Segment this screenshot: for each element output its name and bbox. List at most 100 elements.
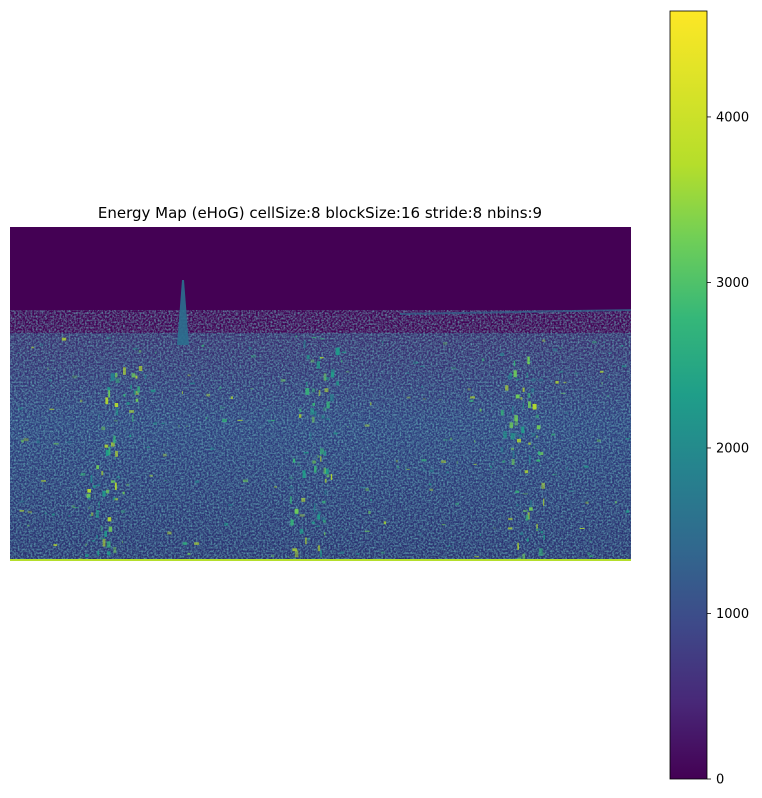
energy-streak <box>138 366 143 371</box>
energy-speck <box>289 476 294 480</box>
energy-speck <box>299 514 305 517</box>
energy-streak <box>105 489 110 494</box>
energy-streak <box>312 460 316 464</box>
energy-streak <box>319 550 322 557</box>
energy-streak <box>134 391 139 395</box>
energy-streak <box>324 532 326 536</box>
energy-speck <box>560 392 566 394</box>
energy-streak <box>502 460 505 463</box>
energy-speck <box>251 355 256 358</box>
energy-speck <box>449 437 453 440</box>
energy-speck <box>19 500 25 503</box>
energy-streak <box>522 402 524 409</box>
energy-speck <box>516 378 520 381</box>
energy-speck <box>607 395 609 397</box>
energy-streak <box>533 445 535 449</box>
energy-speck <box>470 396 475 399</box>
energy-speck <box>164 480 167 482</box>
energy-speck <box>39 343 44 347</box>
energy-speck <box>272 484 274 486</box>
energy-speck <box>575 372 579 374</box>
energy-speck <box>271 554 275 557</box>
energy-speck <box>88 506 91 509</box>
energy-streak <box>123 394 126 397</box>
energy-speck <box>79 399 83 403</box>
energy-streak <box>528 401 531 408</box>
energy-streak <box>336 381 340 386</box>
energy-speck <box>190 382 195 385</box>
energy-speck <box>535 528 541 531</box>
energy-speck <box>322 520 327 523</box>
energy-streak <box>324 468 329 475</box>
energy-speck <box>89 513 91 517</box>
energy-speck <box>441 524 446 526</box>
energy-streak <box>329 394 334 402</box>
colorbar-tick-label: 3000 <box>716 276 749 291</box>
energy-speck <box>607 376 610 378</box>
energy-streak <box>525 515 529 521</box>
energy-streak <box>317 511 321 516</box>
energy-streak <box>313 506 316 513</box>
energy-speck <box>155 351 157 354</box>
energy-streak <box>133 390 136 395</box>
energy-speck <box>222 419 227 422</box>
energy-speck <box>311 337 317 339</box>
energy-speck <box>73 507 79 509</box>
colorbar-tick-label: 1000 <box>716 607 749 622</box>
energy-streak <box>507 375 512 380</box>
energy-speck <box>608 352 612 354</box>
energy-streak <box>85 543 87 546</box>
energy-speck <box>587 552 590 555</box>
energy-speck <box>126 483 129 486</box>
energy-speck <box>31 346 34 349</box>
energy-speck <box>129 410 135 413</box>
energy-speck <box>287 556 290 558</box>
energy-speck <box>383 521 387 525</box>
energy-speck <box>473 463 477 465</box>
energy-streak <box>536 459 541 462</box>
energy-streak <box>102 538 106 547</box>
energy-speck <box>48 379 52 382</box>
energy-streak <box>131 373 136 378</box>
energy-streak <box>325 377 329 381</box>
energy-streak <box>98 501 100 508</box>
energy-speck <box>564 412 569 414</box>
energy-streak <box>290 519 294 526</box>
energy-streak <box>511 459 515 465</box>
energy-streak <box>294 508 299 514</box>
energy-speck <box>621 345 624 347</box>
energy-speck <box>52 513 55 516</box>
energy-streak <box>323 407 326 411</box>
energy-streak <box>135 398 139 402</box>
energy-speck <box>592 341 597 344</box>
energy-streak <box>520 397 523 400</box>
energy-streak <box>517 542 519 550</box>
energy-streak <box>299 529 304 534</box>
energy-streak <box>527 356 530 365</box>
energy-speck <box>356 553 360 555</box>
energy-speck <box>456 461 458 464</box>
energy-streak <box>524 470 529 474</box>
energy-speck <box>319 357 324 359</box>
energy-speck <box>374 393 376 395</box>
energy-streak <box>106 541 111 548</box>
energy-streak <box>521 426 525 434</box>
energy-speck <box>563 381 567 384</box>
energy-speck <box>445 471 450 474</box>
energy-speck <box>599 370 604 373</box>
energy-speck <box>420 365 425 367</box>
energy-speck <box>589 540 592 543</box>
energy-streak <box>324 478 327 483</box>
energy-streak <box>532 403 537 410</box>
energy-streak <box>314 410 317 417</box>
energy-speck <box>219 406 225 409</box>
colorbar-tick-label: 2000 <box>716 441 749 456</box>
energy-speck <box>493 527 497 529</box>
energy-streak <box>324 388 329 393</box>
energy-speck <box>146 446 150 448</box>
energy-streak <box>294 550 299 558</box>
energy-streak <box>330 474 333 480</box>
energy-streak <box>330 369 335 373</box>
energy-speck <box>230 396 233 399</box>
energy-speck <box>474 556 480 558</box>
